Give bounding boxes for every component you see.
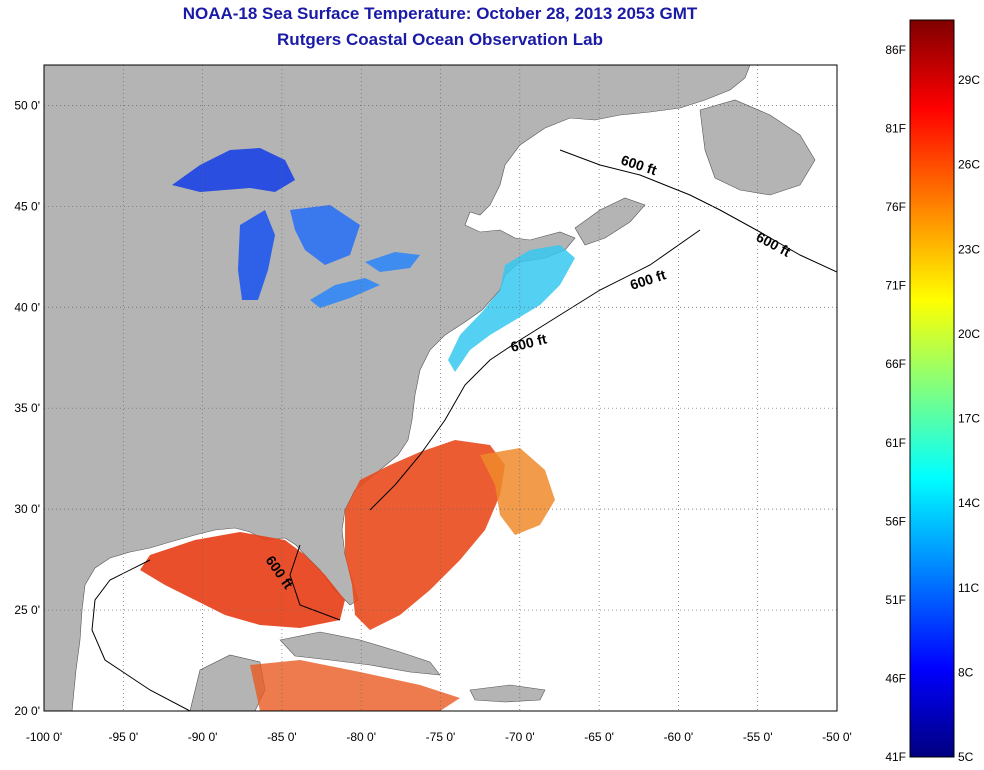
colorbar-c-label: 5C (958, 750, 974, 764)
sst-warm-gulfstream (345, 440, 505, 630)
lake-ontario (365, 252, 420, 272)
land-yucatan (189, 654, 266, 711)
colorbar-fahrenheit-labels: 86F 81F 76F 71F 66F 61F 56F 51F 46F 41F (885, 43, 906, 764)
lat-tick-label: 20 0' (14, 704, 40, 718)
colorbar-c-label: 11C (958, 581, 979, 595)
map-title: NOAA-18 Sea Surface Temperature: October… (182, 4, 698, 23)
lon-tick-label: -90 0' (188, 730, 218, 744)
lat-tick-label: 40 0' (14, 300, 40, 314)
colorbar-c-label: 20C (958, 327, 980, 341)
colorbar-f-label: 41F (885, 750, 906, 764)
lon-tick-label: -95 0' (108, 730, 138, 744)
sst-cold-coastal (448, 245, 575, 372)
sst-warm-gulf (140, 532, 345, 628)
land-north-america (44, 65, 751, 711)
lon-tick-label: -85 0' (267, 730, 297, 744)
colorbar-c-label: 8C (958, 665, 974, 679)
colorbar-f-label: 56F (885, 514, 906, 528)
lat-tick-label: 25 0' (14, 603, 40, 617)
sst-warm-caribbean (250, 660, 460, 711)
lat-tick-label: 30 0' (14, 502, 40, 516)
lake-huron (290, 205, 360, 265)
lon-tick-label: -80 0' (346, 730, 376, 744)
lat-tick-label: 50 0' (14, 98, 40, 112)
lat-tick-label: 35 0' (14, 401, 40, 415)
land-nova-scotia (574, 197, 646, 246)
sst-warm-offshore (480, 448, 555, 535)
colorbar-f-label: 51F (885, 593, 906, 607)
lat-tick-label: 45 0' (14, 199, 40, 213)
lake-michigan (238, 210, 275, 300)
colorbar-celsius-labels: 29C 26C 23C 20C 17C 14C 11C 8C 5C (958, 73, 980, 764)
colorbar-f-label: 61F (885, 436, 906, 450)
lon-tick-label: -65 0' (584, 730, 614, 744)
land-cuba (279, 631, 441, 676)
lon-tick-label: -60 0' (664, 730, 694, 744)
colorbar-f-label: 76F (885, 200, 906, 214)
colorbar-f-label: 71F (885, 279, 906, 293)
colorbar-f-label: 86F (885, 43, 906, 57)
lon-tick-label: -100 0' (26, 730, 62, 744)
longitude-ticks: -100 0' -95 0' -90 0' -85 0' -80 0' -75 0' -70… (26, 730, 852, 744)
lon-tick-label: -75 0' (426, 730, 456, 744)
map-subtitle: Rutgers Coastal Ocean Observation Lab (277, 30, 603, 49)
colorbar-c-label: 14C (958, 496, 980, 510)
colorbar-f-label: 81F (885, 122, 906, 136)
latitude-ticks: 20 0' 25 0' 30 0' 35 0' 40 0' 45 0' 50 0' (14, 98, 40, 718)
lake-erie (310, 278, 380, 308)
colorbar-c-label: 29C (958, 73, 980, 87)
land-hispaniola (469, 684, 546, 703)
lon-tick-label: -70 0' (505, 730, 535, 744)
lon-tick-label: -50 0' (822, 730, 852, 744)
colorbar-f-label: 46F (885, 671, 906, 685)
colorbar-c-label: 26C (958, 158, 980, 172)
colorbar-f-label: 66F (885, 357, 906, 371)
colorbar-c-label: 17C (958, 412, 980, 426)
lon-tick-label: -55 0' (743, 730, 773, 744)
map-frame (43, 64, 838, 712)
isobath-600ft (91, 149, 837, 711)
land-newfoundland (699, 99, 816, 196)
colorbar (909, 19, 955, 758)
colorbar-c-label: 23C (958, 242, 980, 256)
